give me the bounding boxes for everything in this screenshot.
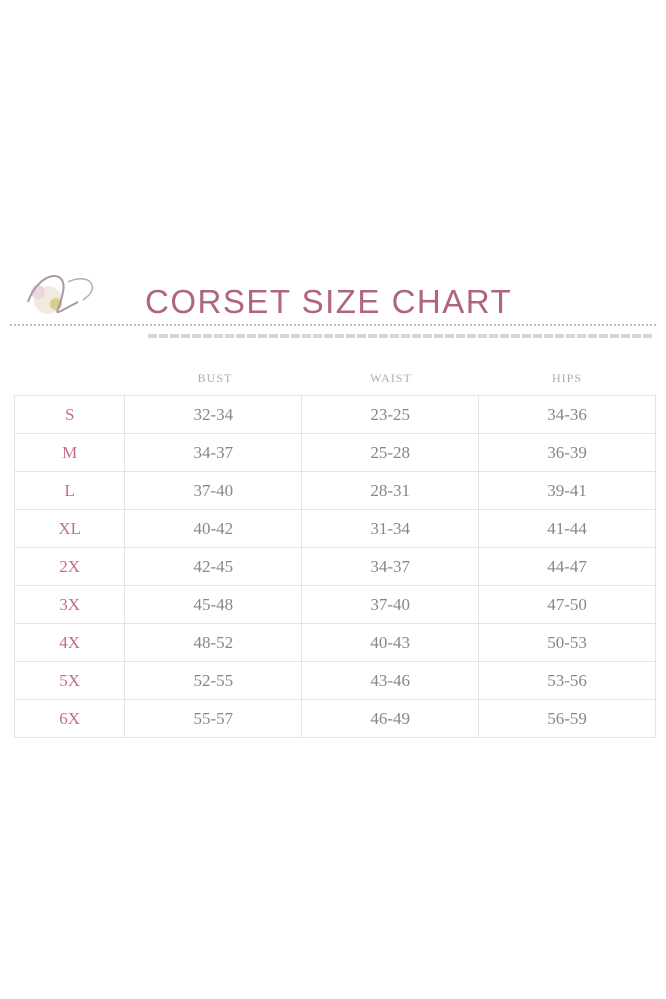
- hips-cell: 47-50: [478, 585, 656, 624]
- column-header-waist: WAIST: [370, 371, 412, 385]
- bust-cell: 37-40: [124, 471, 303, 510]
- table-row: 6X 55-57 46-49 56-59: [13, 699, 656, 738]
- column-header-bust: BUST: [197, 371, 233, 385]
- table-row: 2X 42-45 34-37 44-47: [13, 547, 656, 586]
- hips-cell: 39-41: [478, 471, 656, 510]
- bust-cell: 55-57: [124, 699, 303, 738]
- bust-cell: 48-52: [124, 623, 303, 662]
- table-row: 5X 52-55 43-46 53-56: [13, 661, 656, 700]
- size-cell: 4X: [13, 623, 126, 662]
- hips-cell: 56-59: [478, 699, 656, 738]
- bust-cell: 42-45: [124, 547, 303, 586]
- table-row: 3X 45-48 37-40 47-50: [13, 585, 656, 624]
- table-row: S 32-34 23-25 34-36: [13, 395, 656, 434]
- hips-cell: 44-47: [478, 547, 656, 586]
- hips-cell: 53-56: [478, 661, 656, 700]
- waist-cell: 28-31: [301, 471, 480, 510]
- size-cell: M: [13, 433, 126, 472]
- bust-cell: 45-48: [124, 585, 303, 624]
- subtitle-note: [148, 334, 653, 338]
- table-row: L 37-40 28-31 39-41: [13, 471, 656, 510]
- size-cell: 6X: [13, 699, 126, 738]
- hips-cell: 36-39: [478, 433, 656, 472]
- size-cell: 2X: [13, 547, 126, 586]
- hips-cell: 50-53: [478, 623, 656, 662]
- table-row: M 34-37 25-28 36-39: [13, 433, 656, 472]
- bust-cell: 40-42: [124, 509, 303, 548]
- size-cell: 5X: [13, 661, 126, 700]
- bust-cell: 32-34: [124, 395, 303, 434]
- size-table: S 32-34 23-25 34-36 M 34-37 25-28 36-39 L 37-40 28…: [13, 395, 656, 738]
- waist-cell: 46-49: [301, 699, 480, 738]
- waist-cell: 31-34: [301, 509, 480, 548]
- size-cell: S: [13, 395, 126, 434]
- waist-cell: 23-25: [301, 395, 480, 434]
- table-row: XL 40-42 31-34 41-44: [13, 509, 656, 548]
- bust-cell: 52-55: [124, 661, 303, 700]
- size-cell: 3X: [13, 585, 126, 624]
- waist-cell: 37-40: [301, 585, 480, 624]
- hips-cell: 34-36: [478, 395, 656, 434]
- size-cell: XL: [13, 509, 126, 548]
- bust-cell: 34-37: [124, 433, 303, 472]
- waist-cell: 25-28: [301, 433, 480, 472]
- waist-cell: 40-43: [301, 623, 480, 662]
- waist-cell: 34-37: [301, 547, 480, 586]
- waist-cell: 43-46: [301, 661, 480, 700]
- chart-title: CORSET SIZE CHART: [145, 283, 513, 320]
- size-cell: L: [13, 471, 126, 510]
- divider: [10, 324, 656, 326]
- brand-logo: [8, 262, 128, 342]
- table-row: 4X 48-52 40-43 50-53: [13, 623, 656, 662]
- hips-cell: 41-44: [478, 509, 656, 548]
- column-header-hips: HIPS: [551, 371, 582, 385]
